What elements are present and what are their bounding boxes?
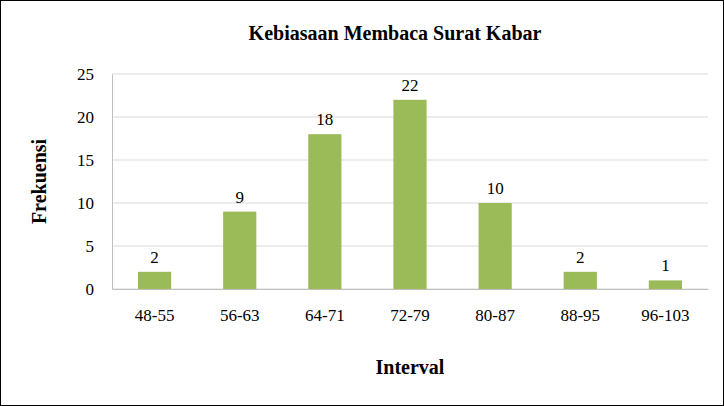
y-tick-label: 15 <box>77 151 94 170</box>
y-tick-label: 25 <box>77 65 94 84</box>
bar <box>308 134 341 289</box>
grid <box>112 74 708 289</box>
data-label: 1 <box>661 256 670 275</box>
bar <box>649 280 682 289</box>
y-tick-label: 0 <box>86 280 95 299</box>
x-axis: 48-55 56-63 64-71 72-79 80-87 88-95 96-103 <box>113 290 709 326</box>
x-tick: 88-95 <box>560 306 600 325</box>
x-tick: 96-103 <box>641 306 689 325</box>
bar <box>564 272 597 289</box>
x-tick-label: 88-95 <box>560 306 600 325</box>
x-axis-line <box>113 289 709 290</box>
y-tick: 10 <box>77 194 112 213</box>
y-axis-line <box>112 75 113 290</box>
y-tick-label: 5 <box>86 237 95 256</box>
plot: 0 5 10 15 20 25 48-55 56-63 64-71 72-79 80-87 88-95… <box>77 65 709 325</box>
x-tick-label: 72-79 <box>390 306 430 325</box>
data-labels: 2 9 18 22 10 2 1 <box>150 76 669 276</box>
y-tick: 15 <box>77 151 112 170</box>
y-tick-label: 20 <box>77 108 94 127</box>
title: Kebiasaan Membaca Surat Kabar <box>249 22 542 44</box>
x-tick: 48-55 <box>135 306 175 325</box>
x-tick-label: 56-63 <box>220 306 260 325</box>
data-label: 10 <box>487 179 504 198</box>
x-tick: 64-71 <box>305 306 345 325</box>
y-tick: 0 <box>86 280 113 299</box>
x-tick-label: 96-103 <box>641 306 689 325</box>
bars <box>138 100 682 289</box>
x-axis-title: Interval <box>376 356 445 378</box>
grid-line <box>112 74 708 75</box>
y-tick-label: 10 <box>77 194 94 213</box>
data-label: 18 <box>316 110 333 129</box>
x-tick: 56-63 <box>220 306 260 325</box>
data-label: 22 <box>402 76 419 95</box>
y-tick: 5 <box>86 237 113 256</box>
x-tick-label: 64-71 <box>305 306 345 325</box>
x-tick: 80-87 <box>475 306 515 325</box>
bar <box>138 272 171 289</box>
data-label: 9 <box>235 188 244 207</box>
bar <box>393 100 426 289</box>
data-label: 2 <box>150 248 159 267</box>
bar <box>223 212 256 289</box>
data-label: 2 <box>576 248 585 267</box>
chart: 0 5 10 15 20 25 48-55 56-63 64-71 72-79 80-87 88-95… <box>0 0 724 406</box>
chart-frame <box>1 1 724 406</box>
y-axis: 0 5 10 15 20 25 <box>77 65 113 299</box>
y-axis-title: Frekuensi <box>28 138 50 224</box>
x-tick: 72-79 <box>390 306 430 325</box>
x-tick-label: 48-55 <box>135 306 175 325</box>
bar <box>479 203 512 289</box>
x-tick-label: 80-87 <box>475 306 515 325</box>
y-tick: 20 <box>77 108 112 127</box>
y-tick: 25 <box>77 65 112 84</box>
